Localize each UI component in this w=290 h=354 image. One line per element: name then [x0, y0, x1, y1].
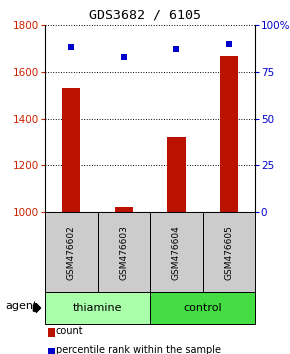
- Text: percentile rank within the sample: percentile rank within the sample: [56, 346, 221, 354]
- Text: GSM476602: GSM476602: [67, 225, 76, 280]
- Text: agent: agent: [6, 301, 38, 311]
- Bar: [62, 88, 80, 212]
- Text: thiamine: thiamine: [73, 303, 122, 313]
- Bar: [115, 207, 133, 212]
- Bar: [167, 137, 186, 212]
- Text: GDS3682 / 6105: GDS3682 / 6105: [89, 9, 201, 22]
- Text: count: count: [56, 326, 84, 336]
- Text: GSM476605: GSM476605: [224, 225, 233, 280]
- Bar: [220, 56, 238, 212]
- Text: GSM476603: GSM476603: [119, 225, 128, 280]
- Text: GSM476604: GSM476604: [172, 225, 181, 280]
- Text: control: control: [183, 303, 222, 313]
